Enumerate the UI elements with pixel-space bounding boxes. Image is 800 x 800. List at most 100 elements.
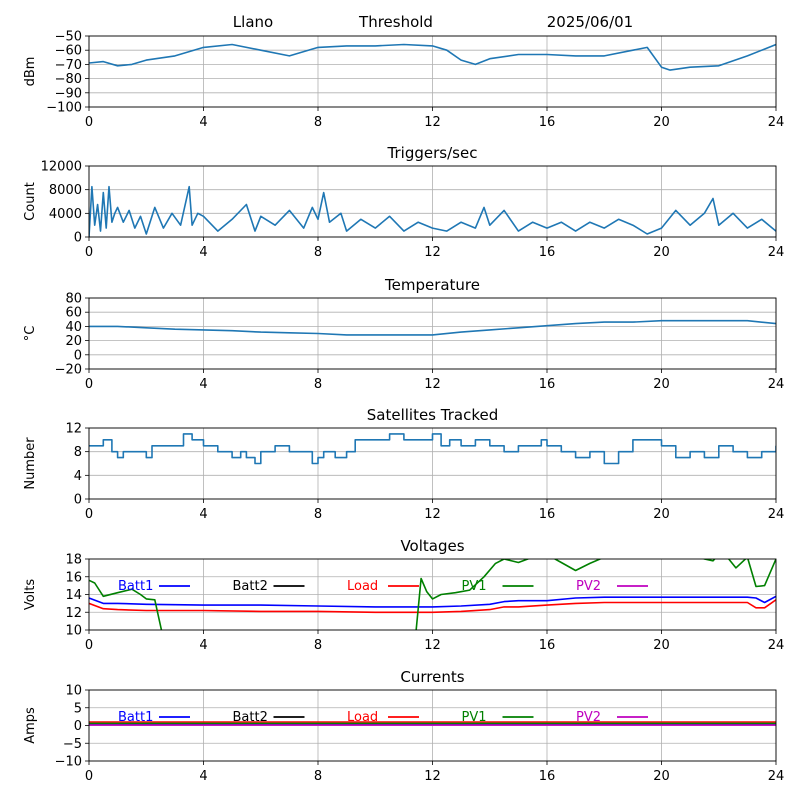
- panel-0: −100−90−80−70−60−50 0 4 8 12 16 20 24 dBm: [23, 30, 784, 131]
- x-tick-label: 20: [653, 115, 670, 130]
- x-tick-label: 12: [424, 115, 441, 130]
- y-tick-label: 20: [65, 334, 82, 349]
- legend-label: Batt2: [233, 579, 268, 594]
- y-axis-label: dBm: [23, 57, 38, 87]
- header-site: Llano: [233, 13, 273, 31]
- y-tick-label: −80: [55, 72, 82, 87]
- y-axis-label: Volts: [23, 579, 38, 611]
- panel-3: 0 4 8 12 0 4 8 12 16 20 24 Satellites Tracked Number: [23, 406, 784, 522]
- series-line-pv1: [89, 559, 776, 630]
- x-tick-label: 8: [314, 115, 322, 130]
- x-tick-label: 16: [539, 377, 556, 392]
- y-tick-label: 8000: [49, 183, 82, 198]
- y-tick-label: 40: [65, 320, 82, 335]
- y-tick-label: 80: [65, 292, 82, 307]
- x-tick-label: 16: [539, 245, 556, 260]
- x-tick-label: 12: [424, 245, 441, 260]
- y-tick-label: 10: [65, 684, 82, 699]
- plot-frame: [88, 689, 777, 762]
- y-tick-label: 4000: [49, 207, 82, 222]
- plot-frame: [88, 297, 777, 370]
- x-tick-label: 12: [424, 638, 441, 653]
- x-tick-label: 24: [768, 377, 785, 392]
- y-tick-label: −60: [55, 44, 82, 59]
- x-tick-label: 16: [539, 769, 556, 784]
- legend-label: PV1: [462, 579, 487, 594]
- panel-1: 0 4000 8000 12000 0 4 8 12 16 20 24 Triggers/sec Cou…: [23, 144, 784, 260]
- y-axis-label: Number: [23, 437, 38, 490]
- y-tick-label: 12000: [41, 160, 82, 175]
- x-tick-label: 0: [85, 507, 93, 522]
- panel-4: 10 12 14 16 18 0 4 8 12 16 20 24 Voltages Volts Batt1 B…: [23, 537, 784, 653]
- y-tick-label: 8: [74, 445, 82, 460]
- series-group: [89, 559, 776, 630]
- y-tick-label: 12: [65, 422, 82, 437]
- x-tick-label: 4: [199, 638, 207, 653]
- plot-frame: [88, 35, 777, 108]
- panel-title: Satellites Tracked: [367, 406, 498, 424]
- y-tick-label: −50: [55, 30, 82, 45]
- y-tick-label: −70: [55, 58, 82, 73]
- series-group: [89, 433, 776, 465]
- x-tick-label: 12: [424, 507, 441, 522]
- y-tick-label: −10: [55, 755, 82, 770]
- y-tick-label: 5: [74, 701, 82, 716]
- x-tick-label: 24: [768, 115, 785, 130]
- x-tick-label: 16: [539, 638, 556, 653]
- plot-frame: [88, 427, 777, 500]
- legend-label: Batt1: [118, 710, 153, 725]
- series-line-0: [89, 43, 776, 71]
- panel-title: Currents: [400, 668, 464, 686]
- x-tick-label: 24: [768, 507, 785, 522]
- y-tick-label: 4: [74, 469, 82, 484]
- x-tick-label: 8: [314, 769, 322, 784]
- y-tick-label: 16: [65, 570, 82, 585]
- panels: −100−90−80−70−60−500 4 8 12 16 20 24dBm0400080…: [23, 30, 784, 785]
- x-tick-label: 4: [199, 377, 207, 392]
- y-axis-label: Count: [23, 182, 38, 221]
- x-tick-label: 4: [199, 507, 207, 522]
- y-tick-label: 0: [74, 348, 82, 363]
- header-date: 2025/06/01: [547, 13, 633, 31]
- x-tick-label: 8: [314, 245, 322, 260]
- panel-title: Voltages: [400, 537, 464, 555]
- x-tick-label: 0: [85, 377, 93, 392]
- panel-title: Triggers/sec: [387, 144, 478, 162]
- y-tick-label: 0: [74, 231, 82, 246]
- series-line-0: [89, 319, 776, 336]
- series-line-batt1: [89, 595, 776, 608]
- x-tick-label: 0: [85, 638, 93, 653]
- series-group: [89, 319, 776, 336]
- x-tick-label: 8: [314, 507, 322, 522]
- x-tick-label: 20: [653, 245, 670, 260]
- y-tick-label: 0: [74, 493, 82, 508]
- legend-label: Load: [347, 579, 378, 594]
- x-tick-label: 0: [85, 769, 93, 784]
- x-tick-label: 24: [768, 245, 785, 260]
- x-tick-label: 20: [653, 769, 670, 784]
- y-tick-label: −5: [63, 737, 82, 752]
- y-axis-label: °C: [23, 326, 38, 342]
- y-axis-label: Amps: [23, 707, 38, 744]
- series-group: [89, 185, 776, 237]
- y-tick-label: −90: [55, 86, 82, 101]
- y-tick-label: 12: [65, 606, 82, 621]
- legend-label: Load: [347, 710, 378, 725]
- y-tick-label: 18: [65, 553, 82, 568]
- x-tick-label: 4: [199, 769, 207, 784]
- y-tick-label: 14: [65, 588, 82, 603]
- y-tick-label: −100: [46, 101, 82, 116]
- series-group: [89, 721, 776, 726]
- x-tick-label: 0: [85, 115, 93, 130]
- legend-label: Batt2: [233, 710, 268, 725]
- plot-frame: [88, 558, 777, 631]
- panel-5: −10 −5 0 5 10 0 4 8 12 16 20 24 Currents Amps Batt1 Bat…: [23, 668, 784, 784]
- x-tick-label: 4: [199, 245, 207, 260]
- series-line-0: [89, 185, 776, 237]
- legend-label: PV1: [462, 710, 487, 725]
- y-tick-label: 60: [65, 306, 82, 321]
- panel-title: Temperature: [384, 276, 480, 294]
- x-tick-label: 4: [199, 115, 207, 130]
